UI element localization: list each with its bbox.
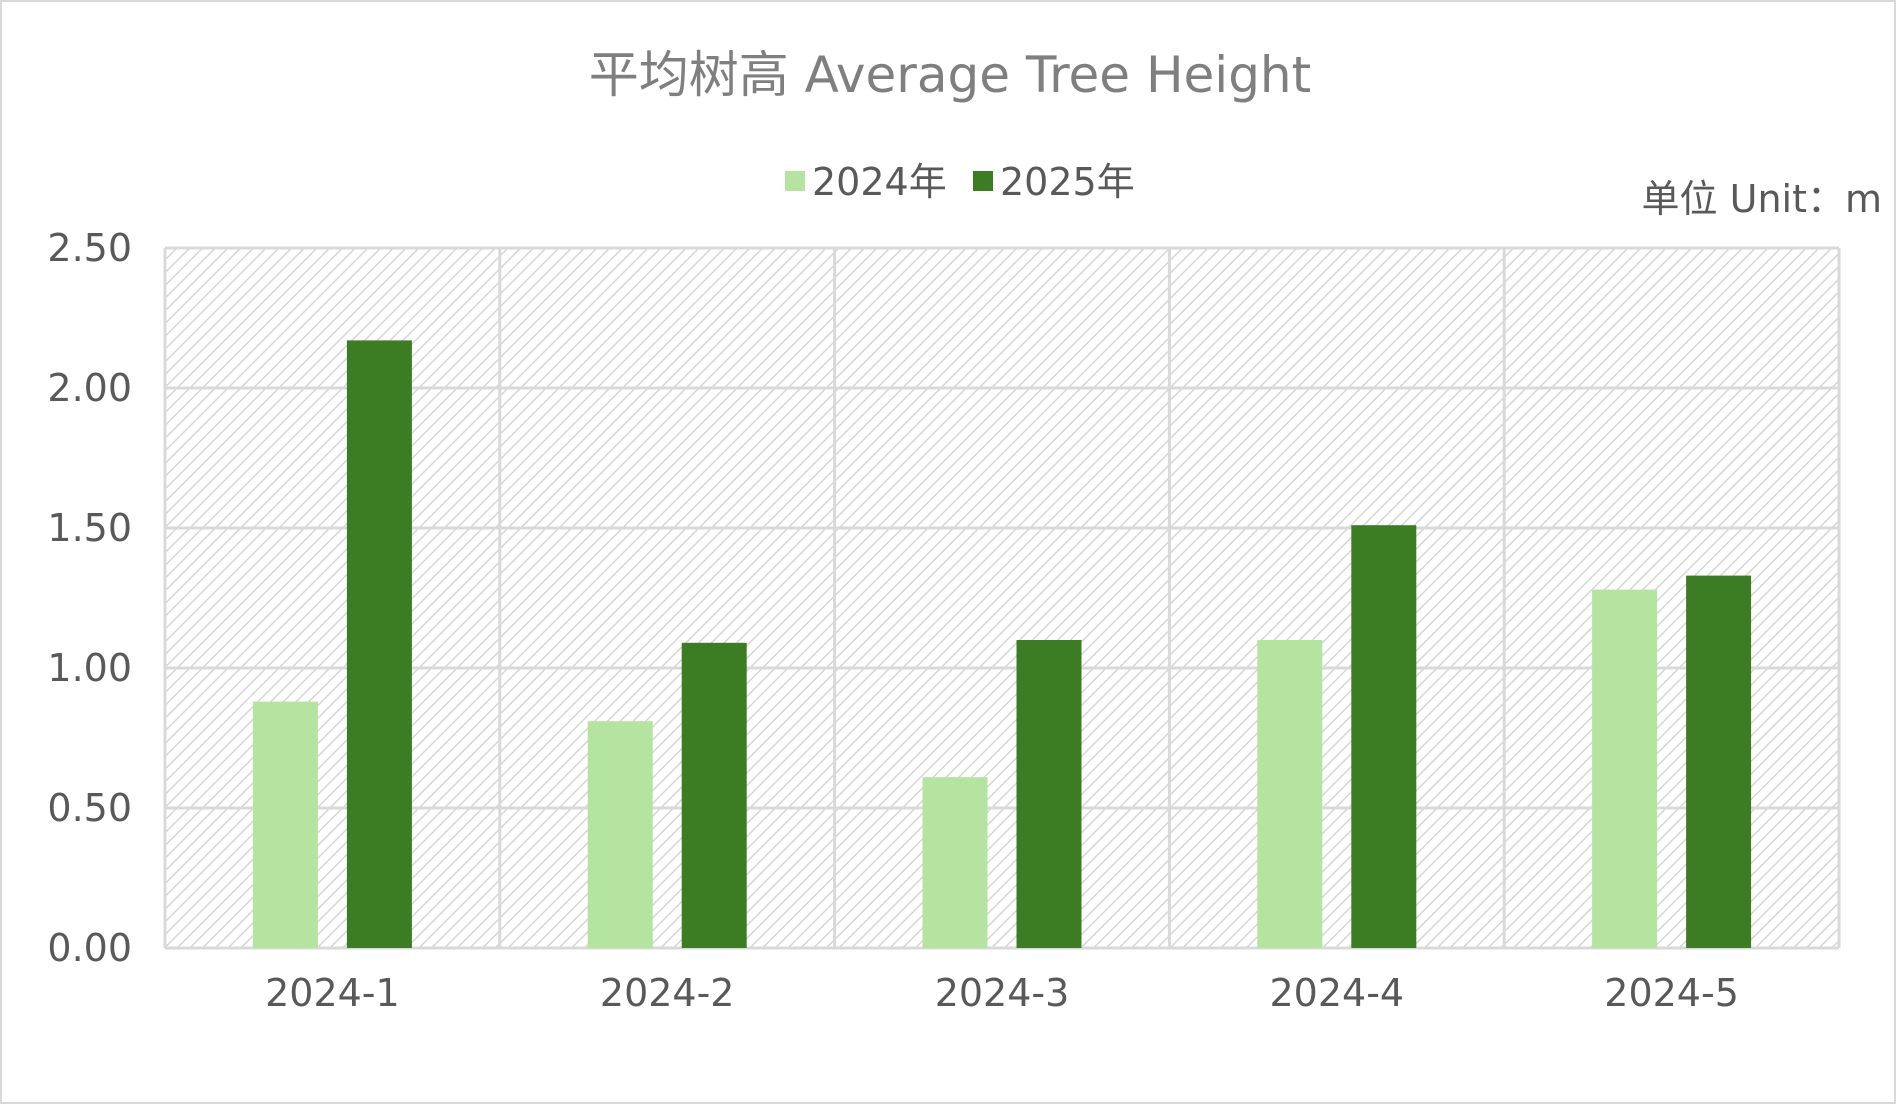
bars xyxy=(252,340,1752,948)
bar-2025年-2024-5 xyxy=(1686,575,1752,948)
legend: 2024年 2025年 xyxy=(785,160,1135,204)
plot-area xyxy=(165,248,1839,948)
x-tick-label: 2024-5 xyxy=(1604,971,1739,1015)
bar-2024年-2024-3 xyxy=(922,777,988,948)
legend-swatch-2025 xyxy=(973,171,993,191)
bar-2025年-2024-4 xyxy=(1351,525,1417,948)
unit-label: 单位 Unit：m xyxy=(1642,177,1882,221)
chart-title: 平均树高 Average Tree Height xyxy=(589,46,1311,104)
y-tick-label: 0.00 xyxy=(47,926,132,970)
x-tick-label: 2024-3 xyxy=(935,971,1070,1015)
y-tick-label: 2.50 xyxy=(47,226,132,270)
bar-2025年-2024-1 xyxy=(346,340,412,948)
bar-2025年-2024-2 xyxy=(681,642,747,948)
bar-2024年-2024-4 xyxy=(1257,640,1323,948)
gridlines xyxy=(163,246,1841,950)
legend-label-2024: 2024年 xyxy=(812,160,947,204)
y-tick-label: 1.50 xyxy=(47,506,132,550)
x-tick-label: 2024-4 xyxy=(1269,971,1404,1015)
y-tick-label: 0.50 xyxy=(47,786,132,830)
legend-label-2025: 2025年 xyxy=(1000,160,1135,204)
bar-2024年-2024-5 xyxy=(1592,589,1658,948)
x-tick-label: 2024-1 xyxy=(265,971,400,1015)
y-tick-label: 2.00 xyxy=(47,366,132,410)
y-axis: 0.00 0.50 1.00 1.50 2.00 2.50 xyxy=(47,226,132,970)
y-tick-label: 1.00 xyxy=(47,646,132,690)
x-tick-label: 2024-2 xyxy=(600,971,735,1015)
bar-2024年-2024-2 xyxy=(587,721,653,948)
x-axis: 2024-1 2024-2 2024-3 2024-4 2024-5 xyxy=(265,971,1739,1015)
bar-2025年-2024-3 xyxy=(1016,640,1082,948)
bar-2024年-2024-1 xyxy=(252,701,318,948)
legend-swatch-2024 xyxy=(785,171,805,191)
